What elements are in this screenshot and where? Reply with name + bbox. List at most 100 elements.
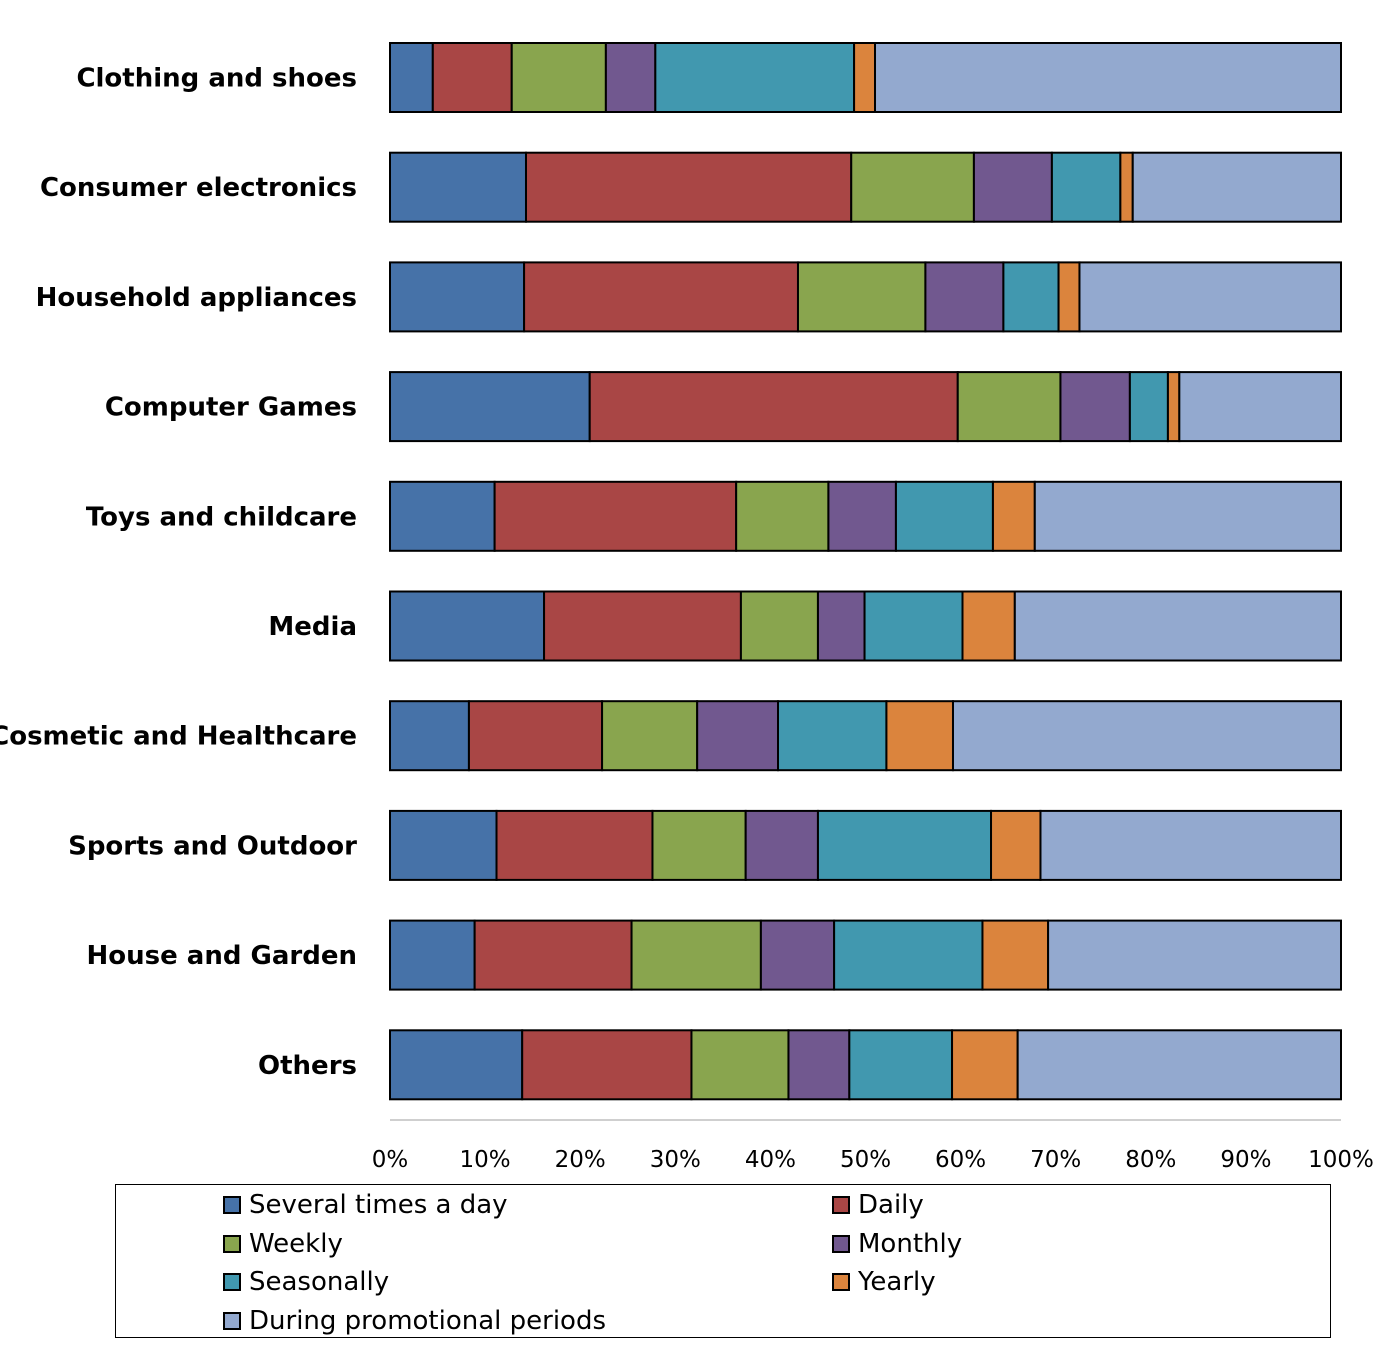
- bar-segment-consumer-electronics-seasonally: [1050, 151, 1122, 223]
- bar-segment-media-during-promotional-periods: [1013, 590, 1342, 662]
- category-labels: Clothing and shoes Consumer electronics Ho…: [0, 64, 357, 1081]
- bar-segment-others-several-times-a-day: [389, 1029, 524, 1101]
- bar-segment-consumer-electronics-several-times-a-day: [389, 151, 527, 223]
- chart-canvas: Clothing and shoes Consumer electronics Ho…: [0, 42, 1374, 1173]
- x-tick-label: 10%: [460, 1147, 511, 1173]
- bar-segment-computer-games-daily: [588, 371, 959, 443]
- bar-segment-others-yearly: [951, 1029, 1019, 1101]
- bar-segment-sports-and-outdoor-daily: [495, 809, 654, 881]
- x-tick-label: 50%: [840, 1147, 891, 1173]
- x-tick-label: 30%: [650, 1147, 701, 1173]
- legend: Several times a day Daily Weekly Monthly Sea…: [115, 1184, 1331, 1338]
- bar-segment-consumer-electronics-weekly: [850, 151, 975, 223]
- bar-segment-toys-and-childcare-during-promotional-periods: [1033, 480, 1342, 552]
- bars-layer: [389, 42, 1343, 1101]
- bar-segment-media-weekly: [739, 590, 819, 662]
- bar-segment-house-and-garden-weekly: [630, 919, 762, 991]
- bar-segment-toys-and-childcare-yearly: [991, 480, 1036, 552]
- bar-segment-cosmetic-and-healthcare-during-promotional-periods: [951, 700, 1342, 772]
- bar-segment-house-and-garden-daily: [473, 919, 633, 991]
- bar-segment-toys-and-childcare-weekly: [735, 480, 830, 552]
- bar-segment-computer-games-several-times-a-day: [389, 371, 591, 443]
- category-label-house-and-garden: House and Garden: [87, 941, 357, 971]
- bar-segment-toys-and-childcare-several-times-a-day: [389, 480, 496, 552]
- bar-segment-consumer-electronics-during-promotional-periods: [1131, 151, 1342, 223]
- bar-segment-others-weekly: [690, 1029, 790, 1101]
- bar-segment-media-daily: [543, 590, 742, 662]
- x-tick-label: 20%: [555, 1147, 606, 1173]
- legend-item-weekly: Weekly: [223, 1226, 343, 1262]
- bar-segment-media-monthly: [816, 590, 866, 662]
- bar-segment-cosmetic-and-healthcare-weekly: [601, 700, 699, 772]
- category-label-consumer-electronics: Consumer electronics: [40, 173, 357, 203]
- bar-segment-clothing-and-shoes-monthly: [604, 42, 657, 113]
- bar-segment-cosmetic-and-healthcare-yearly: [885, 700, 954, 772]
- legend-label: Seasonally: [249, 1267, 390, 1298]
- legend-label: Daily: [858, 1190, 924, 1220]
- bar-segment-media-several-times-a-day: [389, 590, 546, 662]
- legend-swatch: [223, 1196, 241, 1214]
- legend-item-monthly: Monthly: [832, 1226, 962, 1262]
- bar-segment-sports-and-outdoor-during-promotional-periods: [1039, 809, 1342, 881]
- legend-label: Several times a day: [249, 1190, 508, 1220]
- legend-label: During promotional periods: [249, 1306, 607, 1337]
- bar-segment-clothing-and-shoes-several-times-a-day: [389, 42, 434, 113]
- bar-segment-cosmetic-and-healthcare-several-times-a-day: [389, 700, 470, 772]
- legend-item-daily: Daily: [832, 1187, 924, 1223]
- bar-segment-cosmetic-and-healthcare-daily: [467, 700, 604, 772]
- legend-swatch: [223, 1312, 241, 1331]
- legend-swatch: [223, 1273, 241, 1292]
- legend-swatch: [832, 1234, 850, 1253]
- category-label-clothing-and-shoes: Clothing and shoes: [76, 64, 357, 94]
- bar-segment-consumer-electronics-daily: [524, 151, 853, 223]
- bar-segment-household-appliances-several-times-a-day: [389, 261, 526, 333]
- bar-segment-media-seasonally: [863, 590, 964, 662]
- bar-segment-household-appliances-yearly: [1057, 261, 1081, 333]
- bar-segment-others-monthly: [787, 1029, 851, 1101]
- bar-segment-sports-and-outdoor-seasonally: [816, 809, 993, 881]
- bar-segment-sports-and-outdoor-yearly: [990, 809, 1042, 881]
- x-tick-label: 40%: [745, 1147, 796, 1173]
- category-label-computer-games: Computer Games: [105, 393, 357, 423]
- bar-segment-others-seasonally: [848, 1029, 954, 1101]
- bar-segment-cosmetic-and-healthcare-seasonally: [777, 700, 888, 772]
- legend-swatch: [223, 1234, 241, 1253]
- bar-segment-computer-games-seasonally: [1128, 371, 1169, 443]
- bar-segment-clothing-and-shoes-during-promotional-periods: [874, 42, 1342, 113]
- x-tick-label: 60%: [935, 1147, 986, 1173]
- legend-item-seasonally: Seasonally: [223, 1264, 389, 1300]
- bar-segment-sports-and-outdoor-weekly: [651, 809, 747, 881]
- bar-segment-household-appliances-weekly: [796, 261, 927, 333]
- legend-swatch: [832, 1273, 850, 1292]
- category-label-media: Media: [268, 612, 357, 642]
- bar-segment-consumer-electronics-monthly: [972, 151, 1053, 223]
- bar-segment-consumer-electronics-yearly: [1119, 151, 1134, 223]
- bar-segment-computer-games-monthly: [1059, 371, 1131, 443]
- legend-label: Weekly: [249, 1228, 343, 1259]
- bar-segment-household-appliances-monthly: [924, 261, 1005, 333]
- category-label-others: Others: [258, 1051, 357, 1081]
- bar-segment-household-appliances-during-promotional-periods: [1078, 261, 1342, 333]
- bar-segment-others-daily: [521, 1029, 693, 1101]
- bar-segment-media-yearly: [961, 590, 1016, 662]
- category-label-sports-and-outdoor: Sports and Outdoor: [68, 831, 357, 861]
- bar-segment-clothing-and-shoes-yearly: [853, 42, 877, 113]
- legend-item-several-times-a-day: Several times a day: [223, 1187, 508, 1223]
- bar-segment-toys-and-childcare-daily: [493, 480, 738, 552]
- legend-label: Monthly: [858, 1228, 963, 1259]
- bar-segment-house-and-garden-during-promotional-periods: [1047, 919, 1343, 991]
- bar-segment-computer-games-yearly: [1166, 371, 1181, 443]
- bar-segment-computer-games-weekly: [956, 371, 1062, 443]
- bar-segment-computer-games-during-promotional-periods: [1178, 371, 1342, 443]
- bar-segment-household-appliances-seasonally: [1002, 261, 1060, 333]
- bar-segment-clothing-and-shoes-daily: [431, 42, 513, 113]
- bar-segment-household-appliances-daily: [523, 261, 799, 333]
- x-tick-label: 90%: [1220, 1147, 1271, 1173]
- bar-segment-house-and-garden-yearly: [981, 919, 1050, 991]
- category-label-cosmetic-and-healthcare: Cosmetic and Healthcare: [0, 722, 357, 752]
- category-label-household-appliances: Household appliances: [36, 283, 357, 313]
- bar-segment-toys-and-childcare-monthly: [827, 480, 897, 552]
- bar-segment-toys-and-childcare-seasonally: [894, 480, 994, 552]
- bar-segment-house-and-garden-several-times-a-day: [389, 919, 476, 991]
